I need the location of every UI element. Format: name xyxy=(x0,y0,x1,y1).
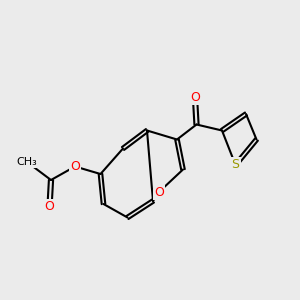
Text: O: O xyxy=(45,200,54,214)
Text: O: O xyxy=(154,185,164,199)
Text: O: O xyxy=(190,91,200,104)
Text: S: S xyxy=(232,158,239,172)
Text: CH₃: CH₃ xyxy=(16,157,38,167)
Text: O: O xyxy=(70,160,80,173)
